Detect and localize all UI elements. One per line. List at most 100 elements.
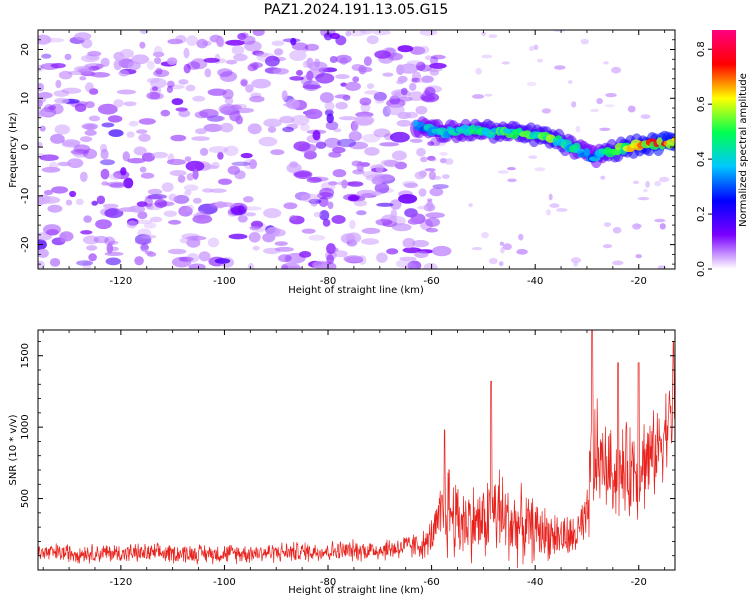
heatmap-noise-cell: [347, 181, 364, 187]
heatmap-noise-cell: [284, 253, 297, 264]
heatmap-noise-cell: [488, 257, 498, 265]
heatmap-noise-cell: [570, 257, 582, 264]
snr-y-ticks: 500 1000 1500: [20, 341, 675, 571]
heatmap-noise-cell: [427, 141, 435, 146]
y-tick-label: -20: [20, 236, 31, 252]
heatmap-noise-cell: [95, 219, 112, 230]
heatmap-noise-cell: [186, 235, 207, 241]
heatmap-noise-cell: [553, 30, 566, 33]
heatmap-noise-cell: [387, 104, 405, 116]
heatmap-noise-cell: [350, 120, 358, 132]
heatmap-noise-cell: [140, 30, 149, 35]
heatmap-noise-cell: [90, 72, 111, 78]
heatmap-noise-cell: [190, 58, 208, 70]
heatmap-noise-cell: [422, 95, 435, 102]
heatmap-noise-cell: [73, 144, 91, 154]
heatmap-noise-cell: [218, 178, 232, 185]
heatmap-noise-cell: [38, 92, 53, 99]
heatmap-noise-cell: [361, 238, 379, 245]
heatmap-noise-cell: [423, 262, 438, 269]
heatmap-noise-cell: [97, 103, 118, 115]
heatmap-noise-cell: [170, 134, 187, 142]
heatmap-noise-cell: [220, 122, 234, 133]
heatmap-noise-cell: [38, 64, 44, 72]
colorbar-tick-label: 0.0: [696, 261, 707, 277]
heatmap-noise-cell: [244, 212, 257, 217]
heatmap-noise-cell: [418, 188, 427, 197]
heatmap-noise-cell: [217, 68, 233, 77]
heatmap-noise-cell: [353, 199, 368, 207]
heatmap-noise-cell: [502, 243, 512, 251]
heatmap-noise-cell: [575, 125, 581, 133]
heatmap-noise-cell: [185, 84, 196, 92]
heatmap-noise-cell: [360, 30, 374, 35]
heatmap-noise-cell: [429, 69, 439, 76]
heatmap-noise-cell: [356, 189, 377, 198]
heatmap-noise-cell: [481, 54, 493, 59]
heatmap-noise-cell: [374, 99, 385, 104]
heatmap-noise-cell: [179, 256, 194, 262]
heatmap-noise-cell: [327, 201, 334, 210]
heatmap-noise-cell: [207, 237, 220, 248]
heatmap-noise-cell: [209, 188, 227, 193]
heatmap-noise-cell: [74, 32, 92, 41]
heatmap-noise-cell: [136, 201, 148, 207]
heatmap-noise-cell: [415, 105, 428, 115]
heatmap-noise-cell: [332, 146, 346, 154]
heatmap-noise-cell: [396, 259, 412, 269]
x-tick-label: -40: [527, 276, 543, 287]
heatmap-noise-cell: [500, 246, 505, 254]
heatmap-noise-cell: [397, 75, 408, 83]
heatmap-noise-cell: [118, 69, 129, 77]
heatmap-noise-cell: [345, 232, 362, 244]
heatmap-noise-cell: [274, 48, 284, 56]
heatmap-noise-cell: [417, 205, 429, 210]
heatmap-noise-cell: [263, 208, 282, 219]
heatmap-noise-cell: [411, 239, 430, 248]
spectrogram-cells: [38, 30, 675, 269]
y-tick-label: 1000: [20, 414, 31, 439]
heatmap-noise-cell: [195, 128, 207, 135]
heatmap-noise-cell: [134, 239, 152, 245]
heatmap-noise-cell: [300, 123, 310, 132]
heatmap-noise-cell: [322, 219, 331, 227]
heatmap-noise-cell: [186, 253, 199, 263]
heatmap-noise-cell: [351, 64, 364, 71]
heatmap-noise-cell: [228, 233, 248, 240]
heatmap-noise-cell: [277, 254, 292, 263]
heatmap-noise-cell: [185, 160, 205, 172]
spectrogram-frame: [37, 29, 676, 270]
y-tick-label: 500: [20, 489, 31, 508]
heatmap-noise-cell: [282, 126, 294, 133]
heatmap-noise-cell: [192, 168, 199, 180]
heatmap-noise-cell: [323, 32, 333, 41]
heatmap-noise-cell: [225, 39, 246, 46]
heatmap-noise-cell: [53, 90, 70, 97]
heatmap-noise-cell: [498, 261, 504, 267]
heatmap-noise-cell: [179, 237, 194, 244]
heatmap-noise-cell: [293, 141, 311, 152]
heatmap-noise-cell: [225, 59, 238, 65]
heatmap-noise-cell: [113, 99, 124, 108]
heatmap-noise-cell: [549, 203, 560, 208]
heatmap-noise-cell: [211, 161, 220, 170]
heatmap-noise-cell: [354, 115, 375, 126]
heatmap-noise-cell: [240, 79, 248, 87]
heatmap-noise-cell: [219, 71, 238, 82]
heatmap-noise-cell: [38, 99, 43, 108]
heatmap-noise-cell: [166, 57, 178, 65]
heatmap-noise-cell: [240, 152, 253, 159]
heatmap-noise-cell: [141, 152, 156, 162]
heatmap-noise-cell: [302, 84, 322, 90]
heatmap-noise-cell: [306, 70, 314, 81]
heatmap-noise-cell: [204, 68, 212, 78]
colorbar-ticks: 0.0 0.2 0.4 0.6 0.8: [696, 41, 712, 277]
heatmap-noise-cell: [207, 88, 227, 96]
heatmap-noise-cell: [314, 264, 331, 269]
heatmap-noise-cell: [50, 133, 65, 144]
heatmap-noise-cell: [73, 65, 94, 73]
snr-series-line: [38, 330, 675, 569]
snr-y-axis-label: SNR (10 * v/v): [8, 414, 19, 485]
heatmap-noise-cell: [147, 188, 163, 195]
heatmap-noise-cell: [373, 128, 391, 138]
